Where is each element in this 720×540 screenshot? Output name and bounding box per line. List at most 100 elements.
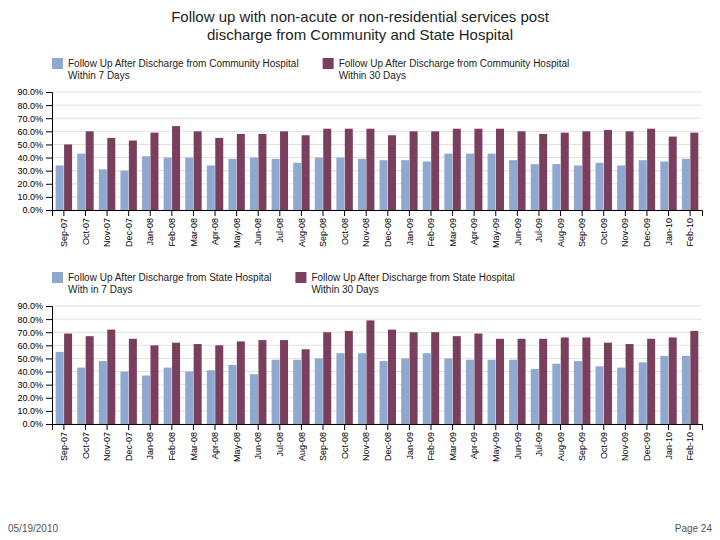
x-tick: Dec-07 <box>124 210 134 247</box>
chart-title: Follow up with non-acute or non-resident… <box>171 8 550 43</box>
bar <box>315 158 323 210</box>
bar <box>215 138 223 210</box>
bar <box>552 164 560 210</box>
bar <box>531 164 539 210</box>
x-tick-mark <box>215 424 216 430</box>
y-tick: 50.0% <box>17 140 52 150</box>
x-tick-label: Jun-09 <box>513 432 523 460</box>
y-tick-label: 20.0% <box>17 393 43 403</box>
x-tick: Jan-10 <box>664 424 674 460</box>
x-tick: Oct-07 <box>81 424 91 459</box>
x-tick-mark <box>63 424 64 430</box>
x-tick-mark <box>646 210 647 216</box>
bar <box>215 345 223 424</box>
x-tick-mark <box>323 210 324 216</box>
x-tick: Sep-08 <box>318 424 328 461</box>
x-tick-label: Nov-07 <box>102 218 112 247</box>
x-tick-mark <box>193 210 194 216</box>
x-tick-label: Feb-10 <box>685 218 695 247</box>
y-tick-label: 70.0% <box>17 328 43 338</box>
text-line: Follow up with non-acute or non-resident… <box>171 8 550 25</box>
x-tick-mark <box>279 210 280 216</box>
y-tick-label: 60.0% <box>17 341 43 351</box>
y-tick-mark <box>46 171 52 172</box>
x-tick-mark <box>387 424 388 430</box>
bar <box>120 171 128 210</box>
x-tick-mark <box>193 424 194 430</box>
y-tick-mark <box>46 197 52 198</box>
x-tick-mark <box>107 424 108 430</box>
x-tick-label: Mar-08 <box>189 218 199 247</box>
bar <box>690 133 698 210</box>
bar <box>682 159 690 210</box>
text-line: Within 30 Days <box>311 284 378 295</box>
bar <box>380 361 388 424</box>
x-tick-label: Jul-09 <box>534 432 544 457</box>
bar <box>660 161 668 210</box>
y-tick: 30.0% <box>17 166 52 176</box>
bar <box>272 360 280 424</box>
x-tick: Nov-09 <box>620 210 630 247</box>
x-tick-mark <box>171 424 172 430</box>
x-tick-label: Aug-08 <box>297 218 307 247</box>
x-tick-mark <box>301 424 302 430</box>
y-tick: 10.0% <box>17 406 52 416</box>
y-tick-mark <box>46 411 52 412</box>
legend-swatch <box>323 58 334 69</box>
y-tick-mark <box>46 144 52 145</box>
y-tick: 70.0% <box>17 114 52 124</box>
x-tick-mark <box>474 424 475 430</box>
x-tick-mark <box>409 210 410 216</box>
bar <box>237 134 245 210</box>
legend-swatch <box>52 58 63 69</box>
x-axis: Sep-07Oct-07Nov-07Dec-07Jan-08Feb-08Mar-… <box>53 210 703 248</box>
x-tick-label: Jul-08 <box>275 432 285 457</box>
bar <box>617 368 625 424</box>
y-tick-label: 0.0% <box>22 419 43 429</box>
bar <box>647 339 655 424</box>
x-tick-label: Jan-09 <box>405 218 415 246</box>
y-tick-mark <box>46 332 52 333</box>
legend-item: Follow Up After Discharge from State Hos… <box>52 272 271 295</box>
x-tick: Nov-08 <box>361 424 371 461</box>
x-tick: Dec-08 <box>383 424 393 461</box>
bar <box>410 131 418 210</box>
bar <box>488 360 496 424</box>
x-tick-label: Dec-08 <box>383 218 393 247</box>
x-tick-label: Nov-08 <box>361 218 371 247</box>
bar <box>388 330 396 424</box>
x-tick: Jan-09 <box>405 210 415 246</box>
bar <box>107 138 115 210</box>
x-tick: Sep-08 <box>318 210 328 247</box>
x-tick-mark <box>603 210 604 216</box>
x-tick-mark <box>301 210 302 216</box>
legend-label: Follow Up After Discharge from Community… <box>339 58 570 81</box>
y-tick-label: 60.0% <box>17 127 43 137</box>
x-tick-mark <box>474 210 475 216</box>
y-tick: 90.0% <box>17 87 52 97</box>
bar <box>453 129 461 210</box>
x-tick-mark <box>625 210 626 216</box>
y-tick: 50.0% <box>17 354 52 364</box>
x-tick-label: Jul-09 <box>534 218 544 243</box>
x-tick: Jun-08 <box>253 210 263 246</box>
bar <box>401 160 409 210</box>
bar <box>185 158 193 210</box>
y-tick-mark <box>46 319 52 320</box>
x-tick: May-08 <box>232 210 242 248</box>
x-tick: Sep-07 <box>59 424 69 461</box>
text-line: Follow Up After Discharge from State Hos… <box>68 272 271 283</box>
bar <box>509 160 517 210</box>
x-tick-label: Nov-08 <box>361 432 371 461</box>
x-tick-label: Oct-08 <box>340 218 350 245</box>
y-tick-mark <box>46 210 52 211</box>
x-tick-mark <box>495 210 496 216</box>
x-tick-label: Mar-08 <box>189 432 199 461</box>
bar <box>336 353 344 424</box>
x-tick-mark <box>409 424 410 430</box>
bar <box>358 353 366 424</box>
x-tick-mark <box>150 424 151 430</box>
y-tick: 40.0% <box>17 367 52 377</box>
bar <box>453 336 461 424</box>
x-tick-label: Apr-08 <box>210 218 220 245</box>
